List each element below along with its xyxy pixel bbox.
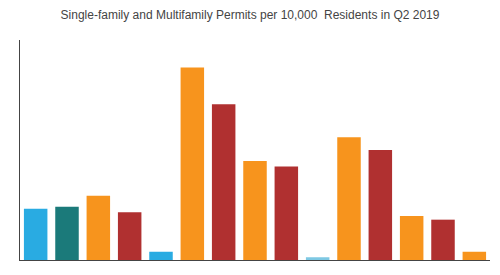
svg-text:Single-family and Multifamily: Single-family and Multifamily Permits pe… bbox=[61, 8, 440, 22]
